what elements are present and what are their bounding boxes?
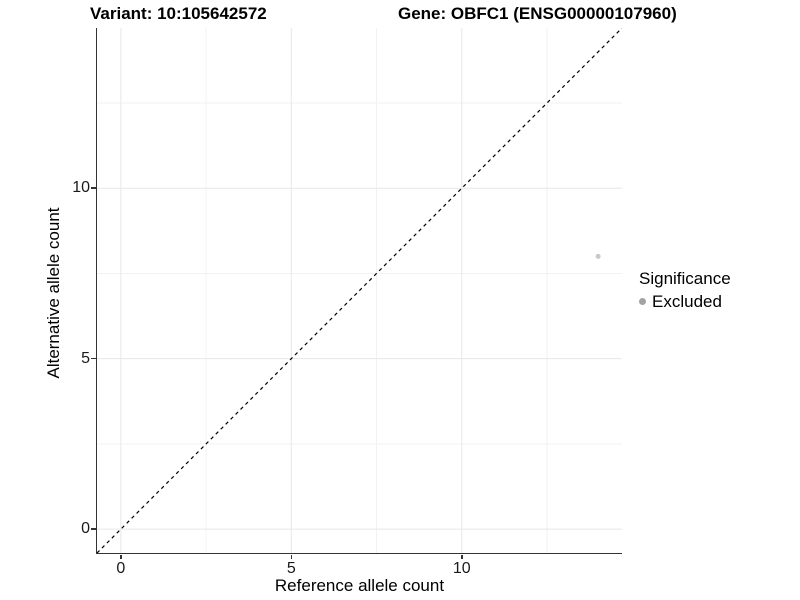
y-axis-title: Alternative allele count xyxy=(44,207,63,379)
y-axis-tick xyxy=(91,187,96,189)
plot-panel xyxy=(95,28,622,554)
y-axis-tick xyxy=(91,528,96,530)
plot-canvas xyxy=(96,28,622,553)
plot-title-gene: Gene: OBFC1 (ENSG00000107960) xyxy=(398,4,677,23)
x-axis-tick xyxy=(461,554,463,559)
y-tick-label: 5 xyxy=(81,349,90,367)
x-axis-tick xyxy=(290,554,293,559)
y-axis-tick xyxy=(91,357,96,360)
x-axis-tick xyxy=(120,554,122,559)
legend: Significance Excluded xyxy=(639,268,731,312)
x-axis-title: Reference allele count xyxy=(274,576,445,595)
legend-title: Significance xyxy=(639,269,731,288)
excluded-swatch-icon xyxy=(639,298,646,305)
legend-item-label: Excluded xyxy=(652,292,722,311)
x-tick-label: 0 xyxy=(116,560,126,577)
x-tick-label: 10 xyxy=(452,560,471,577)
legend-item-excluded: Excluded xyxy=(639,291,731,312)
y-tick-label: 0 xyxy=(81,520,90,538)
y-tick-label: 10 xyxy=(72,179,90,197)
plot-title-variant: Variant: 10:105642572 xyxy=(90,4,267,23)
x-tick-label: 5 xyxy=(286,560,296,577)
